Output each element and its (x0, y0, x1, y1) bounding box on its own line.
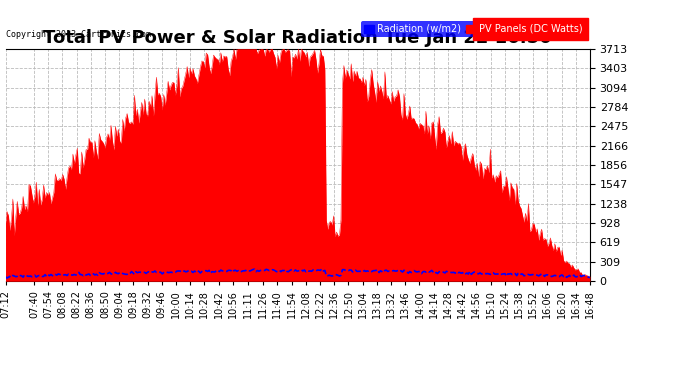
Title: Total PV Power & Solar Radiation Tue Jan 22 16:50: Total PV Power & Solar Radiation Tue Jan… (43, 29, 552, 47)
Legend: Radiation (w/m2), PV Panels (DC Watts): Radiation (w/m2), PV Panels (DC Watts) (362, 21, 585, 37)
Text: Copyright 2013 Cartronics.com: Copyright 2013 Cartronics.com (6, 30, 150, 39)
